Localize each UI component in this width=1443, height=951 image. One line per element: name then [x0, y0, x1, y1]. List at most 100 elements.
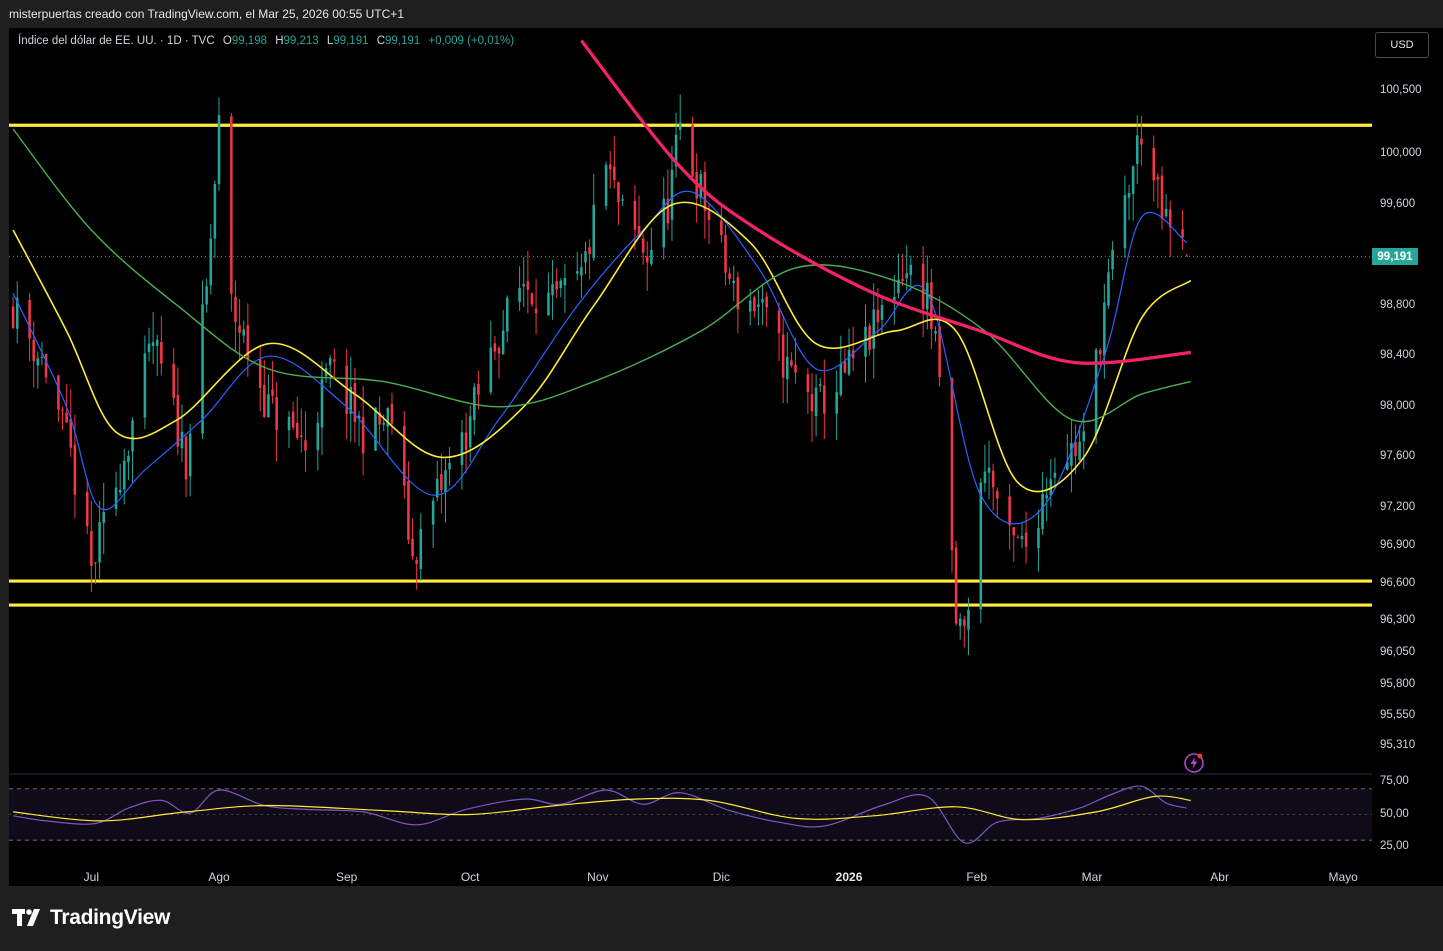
candle-body: [501, 330, 505, 355]
candle-body: [1066, 461, 1069, 470]
candle-body: [674, 134, 678, 167]
rsi-line-1: [13, 795, 1191, 822]
candle-body: [641, 238, 645, 253]
candle-body: [127, 455, 130, 462]
candle-body: [785, 356, 789, 380]
candle-body: [872, 309, 876, 349]
candle-body: [357, 415, 361, 419]
candle-body: [613, 166, 616, 180]
candle-body: [534, 308, 538, 314]
candle-body: [604, 164, 608, 206]
candle-body: [584, 251, 587, 263]
attribution-text: misterpuertas creado con TradingView.com…: [9, 7, 404, 21]
footer-bar: [0, 886, 1443, 951]
change-value: +0,009 (+0,01%): [428, 35, 515, 47]
candle-body: [650, 249, 653, 264]
candle-body: [1098, 350, 1102, 355]
price-tick-label: 99,600: [1380, 197, 1416, 210]
candle-body: [551, 284, 554, 296]
tradingview-logo[interactable]: TradingView: [12, 906, 170, 930]
candle-body: [188, 433, 192, 477]
candle-body: [790, 360, 793, 366]
symbol-name[interactable]: Índice del dólar de EE. UU. · 1D · TVC: [18, 35, 215, 47]
candle-body: [378, 412, 381, 425]
candle-body: [304, 440, 307, 451]
candle-body: [1020, 536, 1024, 540]
candle-body: [559, 280, 563, 289]
currency-button[interactable]: USD: [1375, 32, 1429, 58]
candle-body: [670, 169, 674, 220]
tradingview-logo-icon: [12, 909, 40, 926]
candle-body: [320, 379, 324, 428]
candle-body: [588, 247, 591, 254]
candle-body: [258, 358, 262, 388]
candle-body: [666, 198, 670, 224]
candle-body: [160, 341, 163, 364]
candle-body: [123, 460, 126, 490]
candle-body: [90, 530, 93, 566]
price-chart[interactable]: [9, 28, 1372, 886]
candle-body: [155, 339, 159, 346]
moving-average-line-3: [580, 39, 1191, 365]
candle-body: [415, 560, 418, 565]
chart-pane[interactable]: [9, 28, 1372, 886]
candle-body: [1045, 495, 1048, 499]
rsi-line-0: [13, 785, 1187, 844]
candle-body: [621, 199, 624, 201]
candle-body: [234, 296, 237, 323]
candle-body: [271, 389, 274, 396]
candle-body: [328, 358, 332, 366]
candle-body: [1181, 229, 1184, 238]
symbol-legend: Índice del dólar de EE. UU. · 1D · TVC O…: [18, 35, 514, 47]
candle-body: [15, 297, 19, 329]
low-label: L: [326, 35, 334, 47]
candle-body: [897, 279, 900, 294]
candle-body: [732, 280, 736, 284]
candle-body: [98, 522, 101, 563]
price-tick-label: 96,600: [1380, 576, 1416, 589]
candle-body: [464, 432, 468, 451]
candle-body: [580, 267, 583, 276]
candle-body: [114, 487, 118, 509]
candle-body: [724, 235, 727, 273]
candle-body: [637, 226, 641, 237]
candle-body: [1131, 166, 1135, 194]
candle-body: [85, 491, 89, 527]
price-tick-label: 100,500: [1380, 84, 1422, 97]
rsi-tick-label: 50,00: [1380, 807, 1409, 820]
candle-body: [547, 292, 550, 316]
candle-body: [493, 343, 497, 352]
candle-body: [1016, 536, 1020, 538]
candle-body: [728, 273, 731, 279]
candle-body: [678, 122, 682, 130]
close-label: C: [376, 35, 386, 47]
candle-body: [460, 432, 464, 465]
candle-body: [645, 256, 649, 263]
candle-body: [382, 422, 385, 425]
price-axis[interactable]: [1372, 28, 1443, 886]
price-tick-label: 98,800: [1380, 298, 1416, 311]
candle-body: [1070, 442, 1073, 466]
lightning-icon[interactable]: [1183, 752, 1205, 779]
candle-body: [184, 436, 188, 480]
time-tick-label: Sep: [335, 870, 358, 884]
time-tick-label: Ago: [208, 870, 230, 884]
candle-body: [851, 350, 855, 359]
candle-body: [1094, 349, 1098, 435]
candle-body: [526, 281, 530, 290]
candle-body: [477, 383, 480, 395]
price-tick-label: 96,300: [1380, 614, 1416, 627]
candle-body: [1012, 527, 1016, 536]
candle-body: [839, 363, 843, 396]
candle-body: [403, 425, 406, 486]
candle-body: [316, 422, 320, 451]
candle-body: [407, 480, 410, 540]
candle-body: [777, 310, 781, 333]
candle-body: [880, 305, 884, 320]
candle-body: [761, 298, 764, 303]
candle-body: [390, 403, 394, 424]
time-tick-label: Mar: [1081, 870, 1103, 884]
candle-body: [1041, 494, 1044, 530]
candle-body: [691, 124, 694, 177]
candle-body: [909, 264, 913, 275]
